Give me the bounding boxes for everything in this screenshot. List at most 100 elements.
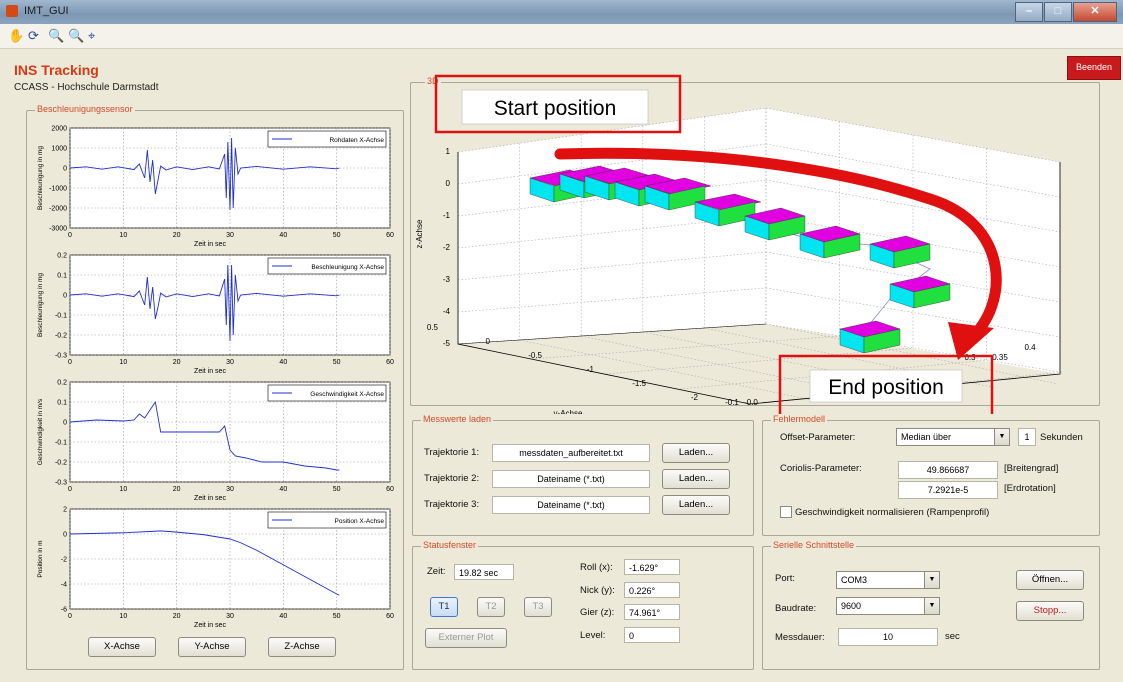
orientation-cuboid bbox=[839, 320, 901, 354]
legend-label: Geschwindigkeit X-Achse bbox=[310, 391, 384, 398]
quit-button[interactable]: Beenden bbox=[1067, 56, 1121, 80]
port-select[interactable]: COM3 ▼ bbox=[836, 571, 940, 589]
y-tick-label: -0.1 bbox=[55, 313, 67, 320]
t1-button[interactable]: T1 bbox=[430, 597, 458, 617]
y-axis-button[interactable]: Y-Achse bbox=[178, 637, 246, 657]
zoom-in-icon[interactable]: 🔍 bbox=[48, 28, 65, 43]
baudrate-value: 9600 bbox=[841, 601, 862, 611]
x-axis-button[interactable]: X-Achse bbox=[88, 637, 156, 657]
y-tick-label: -0.1 bbox=[55, 440, 67, 447]
close-button[interactable]: ✕ bbox=[1073, 2, 1117, 22]
figure-toolbar: ✋ ⟳ 🔍 🔍 ⌖ bbox=[0, 24, 1123, 49]
maximize-button[interactable]: □ bbox=[1044, 2, 1072, 22]
x-tick-label: 60 bbox=[386, 613, 394, 620]
grid-line bbox=[457, 107, 767, 153]
x-tick-label: 0 bbox=[68, 613, 72, 620]
3d-panel: 3D bbox=[410, 76, 1100, 406]
orientation-cuboid bbox=[799, 225, 861, 259]
start-annotation-frame bbox=[434, 74, 682, 134]
normalize-velocity-checkbox[interactable] bbox=[780, 506, 792, 518]
baudrate-label: Baudrate: bbox=[775, 603, 817, 614]
load-trajectory-button[interactable]: Laden... bbox=[662, 469, 730, 489]
x-tick-label: 50 bbox=[333, 486, 341, 493]
zoom-out-icon[interactable]: 🔍 bbox=[68, 28, 85, 43]
time-label: Zeit: bbox=[427, 566, 446, 577]
offset-mode-select[interactable]: Median über ▼ bbox=[896, 428, 1010, 446]
3d-panel-label: 3D bbox=[425, 76, 441, 86]
z-tick-label: -5 bbox=[443, 339, 451, 348]
y-tick-label: -2 bbox=[691, 393, 699, 402]
y-tick-label: 2000 bbox=[51, 126, 67, 133]
duration-input[interactable]: 10 bbox=[838, 628, 938, 646]
x-tick-label: 0.3 bbox=[964, 353, 976, 362]
start-annotation-box bbox=[461, 89, 649, 125]
grid-line bbox=[519, 339, 812, 401]
offset-seconds-input[interactable]: 1 bbox=[1018, 428, 1036, 446]
grid-line bbox=[605, 347, 915, 375]
y-tick-label: -0.3 bbox=[55, 353, 67, 360]
load-trajectory-button[interactable]: Laden... bbox=[662, 495, 730, 515]
z-tick-label: -2 bbox=[443, 243, 451, 252]
grid-line bbox=[765, 107, 1061, 163]
time-value: 19.82 sec bbox=[454, 564, 514, 580]
load-trajectory-button[interactable]: Laden... bbox=[662, 443, 730, 463]
z-axis-label: z-Achse bbox=[415, 219, 424, 248]
x-tick-label: 30 bbox=[226, 359, 234, 366]
cuboid-front bbox=[913, 283, 951, 309]
grid-line bbox=[531, 335, 841, 360]
orientation-cuboid bbox=[889, 275, 951, 309]
line-chart-2: 0 10 20 30 40 50 60 0.2 0.1 0 -0.1 -0.2 -0.3 Zeit in … bbox=[37, 253, 394, 376]
seconds-label: Sekunden bbox=[1040, 432, 1083, 443]
coriolis-parameter-label: Coriolis-Parameter: bbox=[780, 463, 862, 474]
orientation-cuboid bbox=[869, 235, 931, 269]
baudrate-select[interactable]: 9600 ▼ bbox=[836, 597, 940, 615]
measurements-panel-label: Messwerte laden bbox=[421, 414, 494, 424]
trajectory-file-input[interactable]: Dateiname (*.txt) bbox=[492, 470, 650, 488]
rotate-3d-icon[interactable]: ⟳ bbox=[28, 28, 39, 43]
nick-label: Nick (y): bbox=[580, 585, 615, 596]
earth-rotation-input[interactable]: 7.2921e-5 bbox=[898, 481, 998, 499]
gier-value: 74.961° bbox=[624, 604, 680, 620]
y-tick-label: 0 bbox=[486, 337, 491, 346]
x-tick-label: 30 bbox=[226, 486, 234, 493]
x-tick-label: 10 bbox=[119, 613, 127, 620]
cuboid-front bbox=[768, 215, 806, 241]
status-panel: Statusfenster bbox=[412, 540, 754, 670]
y-tick-label: 0.2 bbox=[57, 253, 67, 260]
error-model-panel-label: Fehlermodell bbox=[771, 414, 828, 424]
external-plot-button[interactable]: Externer Plot bbox=[425, 628, 507, 648]
latitude-input[interactable]: 49.866687 bbox=[898, 461, 998, 479]
3d-trajectory-plot[interactable]: 1 0 -1 -2 -3 -4 -5 z-Achse 0.5 0 -0.5 -1 -1.5 -2 y-Ach… bbox=[410, 74, 1110, 414]
end-annotation-frame bbox=[778, 354, 994, 414]
x-tick-label: 40 bbox=[279, 232, 287, 239]
serial-panel: Serielle Schnittstelle bbox=[762, 540, 1100, 670]
legend-label: Position X-Achse bbox=[335, 518, 385, 525]
stop-button[interactable]: Stopp... bbox=[1016, 601, 1084, 621]
y-tick-label: -2 bbox=[61, 557, 67, 564]
open-port-button[interactable]: Öffnen... bbox=[1016, 570, 1084, 590]
trajectory-label: Trajektorie 1: bbox=[424, 447, 480, 458]
grid-line bbox=[457, 143, 767, 185]
duration-unit: sec bbox=[945, 631, 960, 642]
end-annotation: End position bbox=[778, 354, 994, 414]
y-tick-label: -1000 bbox=[49, 186, 67, 193]
level-value: 0 bbox=[624, 627, 680, 643]
data-cursor-icon[interactable]: ⌖ bbox=[88, 28, 96, 43]
y-tick-label: 0.1 bbox=[57, 273, 67, 280]
t2-button[interactable]: T2 bbox=[477, 597, 505, 617]
end-annotation-label: End position bbox=[828, 376, 944, 399]
z-axis-button[interactable]: Z-Achse bbox=[268, 637, 336, 657]
x-tick-label: 20 bbox=[173, 359, 181, 366]
trajectory-file-input[interactable]: Dateiname (*.txt) bbox=[492, 496, 650, 514]
x-tick-label: -0.0 bbox=[744, 398, 758, 407]
x-tick-label: 60 bbox=[386, 232, 394, 239]
orientation-cuboid bbox=[744, 207, 806, 241]
t3-button[interactable]: T3 bbox=[524, 597, 552, 617]
series-line bbox=[69, 264, 340, 342]
grid-line bbox=[581, 335, 874, 397]
trajectory-label: Trajektorie 2: bbox=[424, 473, 480, 484]
start-annotation: Start position bbox=[434, 74, 682, 134]
minimize-button[interactable]: – bbox=[1015, 2, 1043, 22]
pan-icon[interactable]: ✋ bbox=[8, 28, 25, 43]
trajectory-file-input[interactable]: messdaten_aufbereitet.txt bbox=[492, 444, 650, 462]
